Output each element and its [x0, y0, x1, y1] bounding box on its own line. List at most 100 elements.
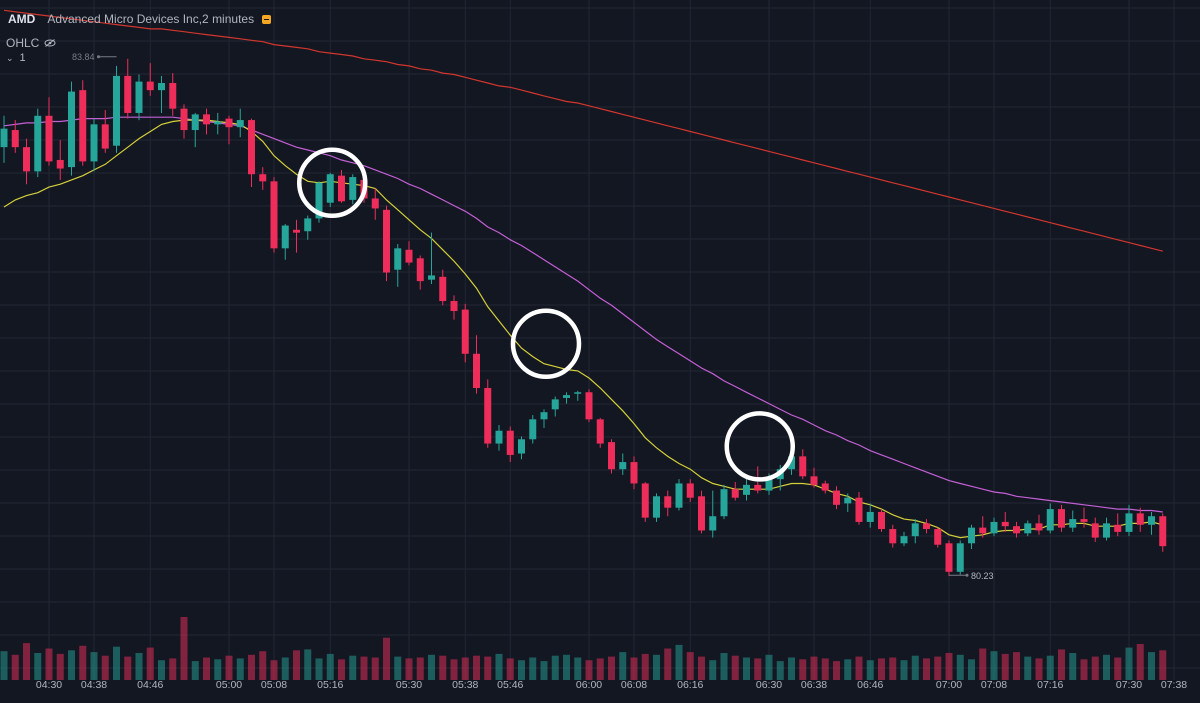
candle-body [743, 484, 750, 495]
candle [473, 335, 480, 394]
candle [934, 527, 942, 548]
ohlc-indicator[interactable]: OHLC [6, 36, 56, 50]
volume-bar [68, 650, 75, 680]
candle-body [293, 229, 300, 233]
volume-bar [979, 648, 987, 680]
volume-bar [428, 654, 435, 680]
symbol-row[interactable]: AMD Advanced Micro Devices Inc,2 minutes [8, 12, 272, 26]
candle-body [563, 395, 570, 398]
volume-bar [293, 650, 300, 680]
candle-body [866, 511, 874, 522]
candle-body [34, 115, 42, 172]
candle-body [686, 483, 694, 498]
volume-bar [383, 637, 390, 680]
flag-badge-icon[interactable] [262, 14, 272, 24]
candle [326, 172, 334, 207]
candle-body [135, 81, 143, 113]
volume-bar [563, 654, 570, 680]
volume-bar [900, 660, 908, 680]
candle-body [619, 462, 627, 470]
volume-bar [56, 653, 64, 680]
candle [833, 486, 840, 510]
candle [191, 112, 199, 148]
candle [1035, 514, 1043, 535]
eye-off-icon[interactable] [44, 39, 56, 47]
volume-bar [270, 660, 278, 680]
volume-bar [180, 617, 188, 680]
candle-body [1114, 524, 1122, 532]
symbol-ticker[interactable]: AMD [8, 12, 36, 26]
volume-bar [934, 656, 942, 680]
candle [506, 426, 514, 463]
candle [945, 540, 953, 577]
candle-body [754, 484, 762, 491]
candle [236, 108, 244, 138]
volume-bar [450, 659, 458, 680]
candle [720, 484, 728, 520]
volume-bar [833, 661, 840, 680]
candle-body [585, 392, 593, 420]
indicator-collapse[interactable]: ⌄ 1 [6, 52, 26, 64]
candle [461, 303, 469, 363]
candle [585, 389, 593, 423]
candle-body [191, 114, 199, 131]
annotation-label: 83.84 [72, 52, 95, 62]
candle-body [1001, 521, 1009, 527]
candle [900, 531, 908, 547]
volume-bar [34, 653, 42, 680]
candle-body [461, 309, 469, 354]
ma-slow-line [3, 9, 1163, 252]
candle-body [1069, 519, 1077, 528]
candle [641, 482, 649, 522]
candles [0, 58, 1167, 577]
volume-bar [439, 655, 447, 680]
candle-body [1159, 516, 1167, 547]
volume-bar [135, 653, 143, 680]
volume-bar [641, 653, 649, 680]
candle [810, 467, 818, 488]
volume-bar [90, 652, 98, 680]
candle-body [383, 209, 390, 273]
volume-bar [911, 655, 919, 680]
candle [911, 519, 919, 544]
candle [1136, 507, 1144, 532]
volume-bar [866, 660, 874, 680]
candle-body [56, 159, 64, 169]
time-tick-label: 07:08 [981, 679, 1007, 691]
candle [214, 112, 222, 135]
candle [675, 479, 683, 511]
candle-body [349, 177, 357, 200]
candle-body [844, 497, 852, 504]
time-tick-label: 05:16 [317, 679, 343, 691]
candle-body [765, 479, 773, 491]
highlight-circle [724, 411, 795, 482]
candle [56, 140, 64, 180]
candle [1058, 504, 1065, 532]
candle [979, 516, 987, 538]
candle [1080, 507, 1088, 528]
volume-bar [371, 657, 379, 680]
candle-body [1080, 519, 1088, 522]
volume-bar [79, 645, 87, 680]
volume-bar [304, 649, 312, 680]
candle [596, 417, 604, 448]
candle-body [45, 115, 53, 162]
candle-body [945, 543, 953, 572]
candle-body [473, 353, 480, 388]
chevron-down-icon[interactable]: ⌄ [6, 52, 14, 63]
candle-body [855, 497, 863, 522]
candle [1024, 520, 1032, 537]
candle [495, 425, 503, 451]
candle-body [203, 114, 210, 125]
candle [304, 215, 312, 240]
candle [743, 476, 750, 501]
volume-bar [281, 657, 289, 680]
candle [281, 224, 289, 260]
candle-body [124, 75, 132, 113]
candle-body [574, 392, 582, 394]
candle-body [788, 456, 795, 470]
volume-bar [540, 661, 548, 680]
candle [315, 181, 323, 223]
candle [1114, 513, 1122, 537]
